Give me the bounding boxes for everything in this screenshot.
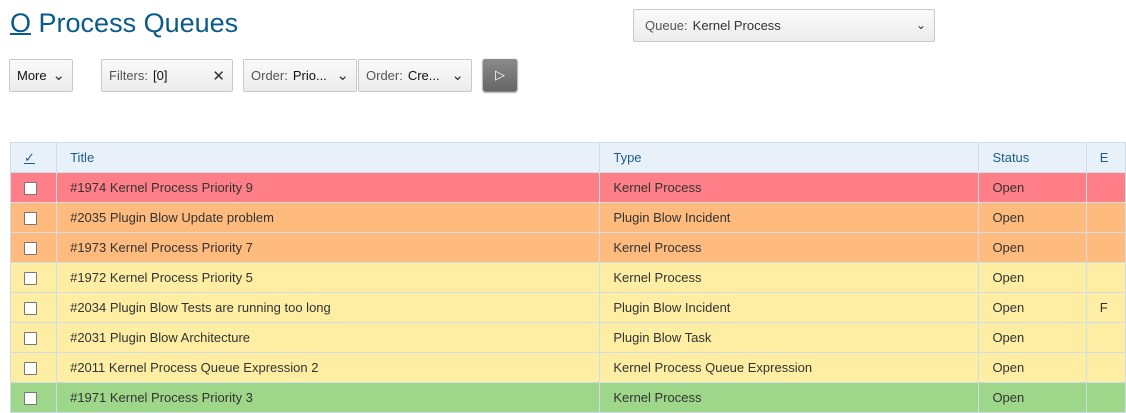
row-type: Kernel Process <box>599 232 980 263</box>
row-select-cell <box>9 202 58 233</box>
row-select-cell <box>9 322 58 353</box>
row-type: Plugin Blow Incident <box>599 202 980 233</box>
queue-value: Kernel Process <box>692 18 781 33</box>
order-priority-select[interactable]: Order: Prio... ⌄ <box>243 59 357 92</box>
column-status[interactable]: Status <box>978 142 1087 173</box>
row-status: Open <box>978 172 1087 203</box>
row-status: Open <box>978 262 1087 293</box>
table-row[interactable]: #2034 Plugin Blow Tests are running too … <box>9 292 1126 323</box>
row-extra <box>1085 232 1126 263</box>
row-type: Plugin Blow Task <box>599 322 980 353</box>
row-select-cell <box>9 382 58 413</box>
title-prefix-link[interactable]: O <box>10 8 32 38</box>
row-checkbox[interactable] <box>24 242 37 256</box>
filters-label: Filters: <box>109 68 148 83</box>
row-title[interactable]: #1974 Kernel Process Priority 9 <box>56 172 601 203</box>
row-type: Plugin Blow Incident <box>599 292 980 323</box>
table-row[interactable]: #2031 Plugin Blow Architecture Plugin Bl… <box>9 322 1126 353</box>
order-label: Order: <box>251 68 288 83</box>
row-extra <box>1085 172 1126 203</box>
row-status: Open <box>978 292 1087 323</box>
row-title[interactable]: #2011 Kernel Process Queue Expression 2 <box>56 352 601 383</box>
row-extra <box>1085 322 1126 353</box>
row-status: Open <box>978 352 1087 383</box>
run-button[interactable]: ▷ <box>483 59 517 91</box>
row-select-cell <box>9 292 58 323</box>
filters-button[interactable]: Filters: [0] ✕ <box>101 59 233 92</box>
chevron-down-icon: ⌄ <box>52 67 65 84</box>
row-status: Open <box>978 382 1087 413</box>
order-label: Order: <box>366 68 403 83</box>
row-extra <box>1085 262 1126 293</box>
row-extra <box>1085 202 1126 233</box>
row-checkbox[interactable] <box>24 362 37 376</box>
row-select-cell <box>9 352 58 383</box>
title-text: Process Queues <box>38 8 239 38</box>
chevron-down-icon: ⌄ <box>336 67 349 84</box>
table-row[interactable]: #2035 Plugin Blow Update problem Plugin … <box>9 202 1126 233</box>
row-checkbox[interactable] <box>24 392 37 406</box>
order-value: Cre... <box>407 68 440 83</box>
row-title[interactable]: #2034 Plugin Blow Tests are running too … <box>56 292 601 323</box>
row-title[interactable]: #2035 Plugin Blow Update problem <box>56 202 601 233</box>
queue-table: ✓ Title Type Status E #1974 Kernel Proce… <box>9 142 1126 413</box>
row-select-cell <box>9 172 58 203</box>
column-extra[interactable]: E <box>1085 142 1126 173</box>
chevron-down-icon: ⌄ <box>451 67 464 84</box>
order-value: Prio... <box>292 68 327 83</box>
row-status: Open <box>978 202 1087 233</box>
column-type[interactable]: Type <box>599 142 980 173</box>
order-created-select[interactable]: Order: Cre... ⌄ <box>358 59 472 92</box>
queue-label: Queue: <box>645 18 688 33</box>
column-title[interactable]: Title <box>56 142 601 173</box>
row-checkbox[interactable] <box>24 302 37 316</box>
page-title: O Process Queues <box>10 8 238 39</box>
row-title[interactable]: #2031 Plugin Blow Architecture <box>56 322 601 353</box>
row-type: Kernel Process <box>599 172 980 203</box>
close-icon[interactable]: ✕ <box>212 68 225 85</box>
row-extra: F <box>1085 292 1126 323</box>
row-select-cell <box>9 232 58 263</box>
table-header: ✓ Title Type Status E <box>9 142 1126 173</box>
chevron-down-icon: ⌄ <box>915 18 926 32</box>
table-row[interactable]: #1971 Kernel Process Priority 3 Kernel P… <box>9 382 1126 413</box>
filters-value: [0] <box>153 68 168 83</box>
queue-select[interactable]: Queue: Kernel Process ⌄ <box>633 9 935 42</box>
row-checkbox[interactable] <box>24 332 37 346</box>
row-extra <box>1085 382 1126 413</box>
row-status: Open <box>978 322 1087 353</box>
row-title[interactable]: #1972 Kernel Process Priority 5 <box>56 262 601 293</box>
row-title[interactable]: #1971 Kernel Process Priority 3 <box>56 382 601 413</box>
row-checkbox[interactable] <box>24 272 37 286</box>
more-button[interactable]: More ⌄ <box>9 59 73 92</box>
row-type: Kernel Process <box>599 262 980 293</box>
table-row[interactable]: #1974 Kernel Process Priority 9 Kernel P… <box>9 172 1126 203</box>
row-status: Open <box>978 232 1087 263</box>
row-extra <box>1085 352 1126 383</box>
row-type: Kernel Process Queue Expression <box>599 352 980 383</box>
select-all-checkbox[interactable]: ✓ <box>9 142 58 173</box>
play-icon: ▷ <box>495 67 505 82</box>
row-checkbox[interactable] <box>24 212 37 226</box>
table-row[interactable]: #1972 Kernel Process Priority 5 Kernel P… <box>9 262 1126 293</box>
more-label: More <box>17 68 47 83</box>
row-select-cell <box>9 262 58 293</box>
table-row[interactable]: #1973 Kernel Process Priority 7 Kernel P… <box>9 232 1126 263</box>
row-checkbox[interactable] <box>24 182 37 196</box>
table-row[interactable]: #2011 Kernel Process Queue Expression 2 … <box>9 352 1126 383</box>
row-title[interactable]: #1973 Kernel Process Priority 7 <box>56 232 601 263</box>
row-type: Kernel Process <box>599 382 980 413</box>
